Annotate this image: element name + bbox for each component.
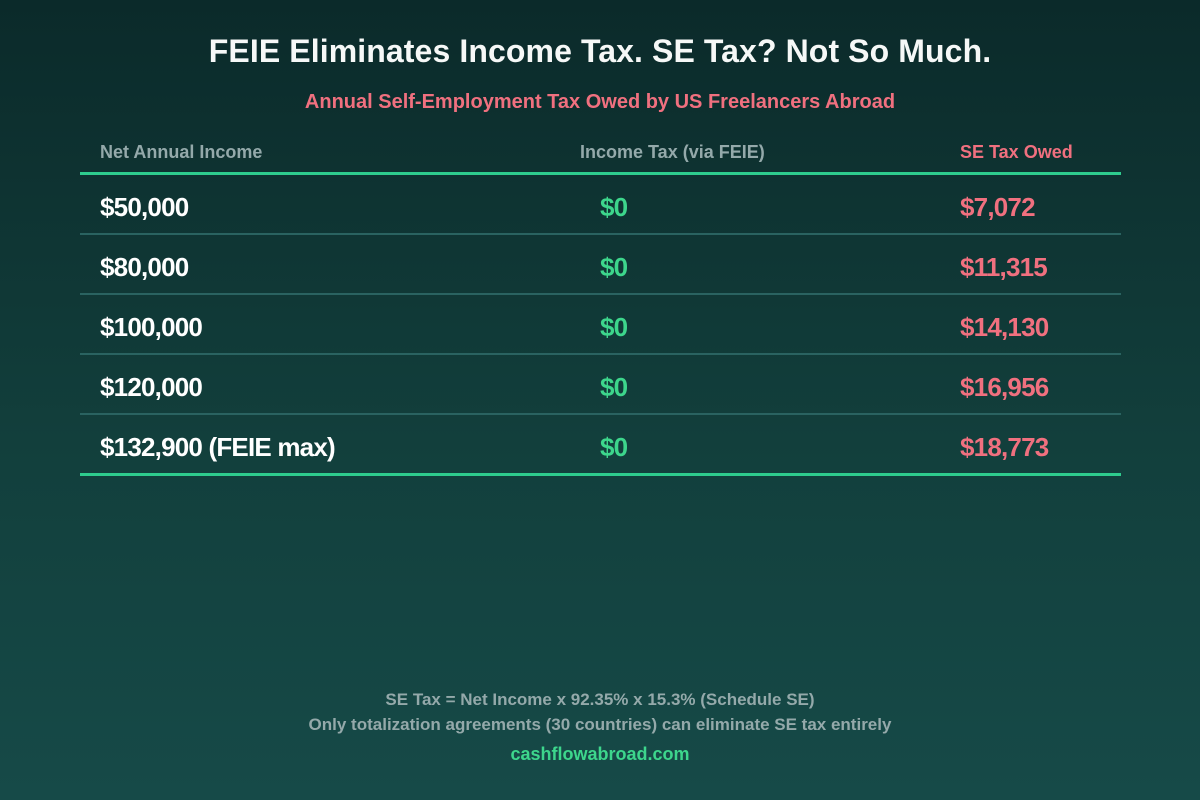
tax-table: Net Annual Income Income Tax (via FEIE) … bbox=[80, 136, 1121, 476]
column-header-income-tax: Income Tax (via FEIE) bbox=[580, 142, 765, 162]
page-subtitle: Annual Self-Employment Tax Owed by US Fr… bbox=[304, 91, 896, 113]
footer-formula: SE Tax = Net Income x 92.35% x 15.3% (Sc… bbox=[385, 690, 815, 709]
column-header-se-tax: SE Tax Owed bbox=[960, 142, 1073, 162]
net-income-cell: $132,900 (FEIE max) bbox=[100, 432, 336, 462]
table-row: $100,000 $0 $14,130 bbox=[80, 295, 1121, 355]
se-tax-cell: $14,130 bbox=[960, 312, 1049, 342]
table-row: $120,000 $0 $16,956 bbox=[80, 355, 1121, 415]
table-row: $50,000 $0 $7,072 bbox=[80, 175, 1121, 235]
table-header: Net Annual Income Income Tax (via FEIE) … bbox=[80, 136, 1121, 175]
income-tax-cell: $0 bbox=[600, 192, 628, 222]
income-tax-cell: $0 bbox=[600, 252, 628, 282]
table-body: $50,000 $0 $7,072 $80,000 $0 $11,315 $100,000 $… bbox=[80, 175, 1121, 476]
net-income-cell: $100,000 bbox=[100, 312, 203, 342]
se-tax-cell: $11,315 bbox=[960, 252, 1048, 282]
site-link[interactable]: cashflowabroad.com bbox=[510, 744, 690, 764]
footer-note: Only totalization agreements (30 countri… bbox=[308, 715, 892, 734]
income-tax-cell: $0 bbox=[600, 432, 628, 462]
net-income-cell: $120,000 bbox=[100, 372, 203, 402]
page-title: FEIE Eliminates Income Tax. SE Tax? Not … bbox=[208, 33, 992, 69]
table-row: $132,900 (FEIE max) $0 $18,773 bbox=[80, 415, 1121, 476]
se-tax-cell: $7,072 bbox=[960, 192, 1036, 222]
se-tax-cell: $18,773 bbox=[960, 432, 1049, 462]
income-tax-cell: $0 bbox=[600, 372, 628, 402]
net-income-cell: $80,000 bbox=[100, 252, 189, 282]
income-tax-cell: $0 bbox=[600, 312, 628, 342]
table-row: $80,000 $0 $11,315 bbox=[80, 235, 1121, 295]
se-tax-cell: $16,956 bbox=[960, 372, 1049, 402]
net-income-cell: $50,000 bbox=[100, 192, 189, 222]
column-header-net-income: Net Annual Income bbox=[100, 142, 263, 162]
